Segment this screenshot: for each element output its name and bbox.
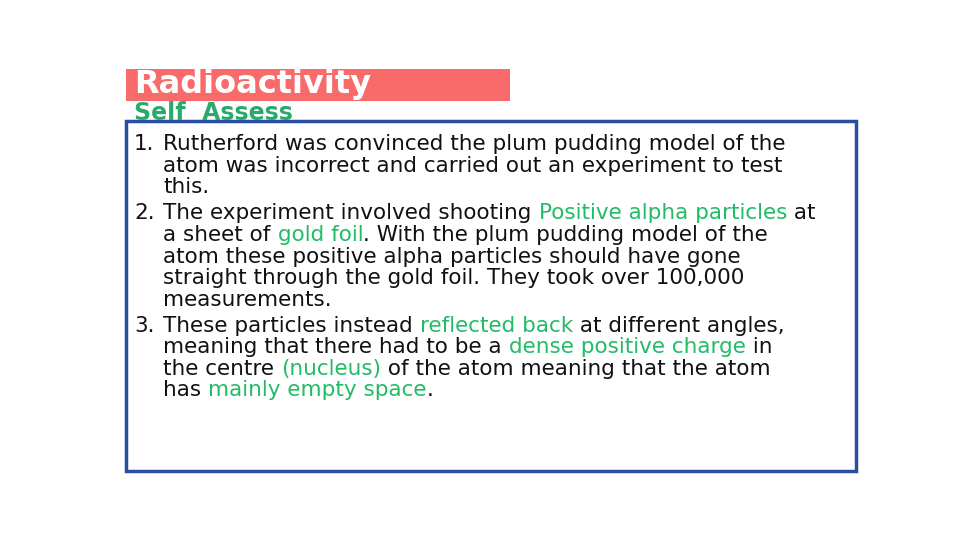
Text: meaning that there had to be a: meaning that there had to be a <box>163 338 509 357</box>
Text: measurements.: measurements. <box>163 289 332 309</box>
Text: has: has <box>163 381 208 401</box>
Text: a sheet of: a sheet of <box>163 225 277 245</box>
Text: . With the plum pudding model of the: . With the plum pudding model of the <box>363 225 768 245</box>
Text: .: . <box>427 381 434 401</box>
Text: atom these positive alpha particles should have gone: atom these positive alpha particles shou… <box>163 247 741 267</box>
Text: of the atom meaning that the atom: of the atom meaning that the atom <box>381 359 771 379</box>
Text: the centre: the centre <box>163 359 281 379</box>
Text: at different angles,: at different angles, <box>573 316 785 336</box>
Text: dense positive charge: dense positive charge <box>509 338 746 357</box>
Text: Self  Assess: Self Assess <box>134 100 293 125</box>
Text: Positive alpha particles: Positive alpha particles <box>539 204 787 224</box>
Text: at: at <box>787 204 816 224</box>
Text: this.: this. <box>163 177 209 197</box>
Text: Rutherford was convinced the plum pudding model of the: Rutherford was convinced the plum puddin… <box>163 134 786 154</box>
Text: (nucleus): (nucleus) <box>281 359 381 379</box>
Text: gold foil: gold foil <box>277 225 363 245</box>
FancyBboxPatch shape <box>126 121 856 471</box>
Text: 3.: 3. <box>134 316 155 336</box>
Text: mainly empty space: mainly empty space <box>208 381 427 401</box>
Text: 1.: 1. <box>134 134 155 154</box>
Text: Radioactivity: Radioactivity <box>134 69 371 100</box>
Text: atom was incorrect and carried out an experiment to test: atom was incorrect and carried out an ex… <box>163 156 782 176</box>
Text: 2.: 2. <box>134 204 155 224</box>
Text: straight through the gold foil. They took over 100,000: straight through the gold foil. They too… <box>163 268 745 288</box>
Text: in: in <box>746 338 772 357</box>
Text: These particles instead: These particles instead <box>163 316 420 336</box>
FancyBboxPatch shape <box>126 69 510 101</box>
Text: reflected back: reflected back <box>420 316 573 336</box>
Text: The experiment involved shooting: The experiment involved shooting <box>163 204 539 224</box>
